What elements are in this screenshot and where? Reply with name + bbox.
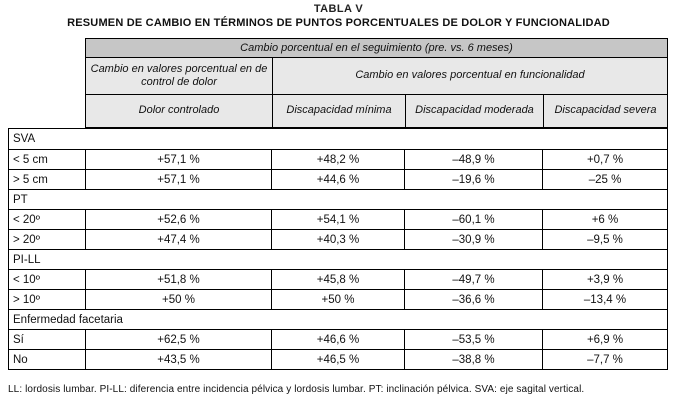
header-band-groups: Cambio en valores porcentual en de contr… (85, 58, 668, 95)
value-cell: –48,9 % (404, 150, 542, 169)
value-cell: +51,8 % (85, 270, 271, 289)
value-cell: –49,7 % (404, 270, 542, 289)
col-header-discapacidad-minima: Discapacidad mínima (272, 95, 405, 127)
section-row-enfermedad-facetaria: Enfermedad facetaria (9, 309, 667, 329)
section-row-pill: PI-LL (9, 249, 667, 269)
row-label: < 20º (13, 213, 40, 226)
table-footnote: LL: lordosis lumbar. PI-LL: diferencia e… (8, 384, 585, 395)
table-row: > 10º +50 % +50 % –36,6 % –13,4 % (9, 289, 667, 309)
value-cell: +62,5 % (85, 330, 271, 349)
table-row: < 10º +51,8 % +45,8 % –49,7 % +3,9 % (9, 269, 667, 289)
value-cell: –13,4 % (542, 290, 667, 309)
table-row: > 20º +47,4 % +40,3 % –30,9 % –9,5 % (9, 229, 667, 249)
table-row: > 5 cm +57,1 % +44,6 % –19,6 % –25 % (9, 169, 667, 189)
value-cell: +50 % (85, 290, 271, 309)
value-cell: +40,3 % (271, 230, 404, 249)
table-row: < 5 cm +57,1 % +48,2 % –48,9 % +0,7 % (9, 149, 667, 169)
value-cell: +47,4 % (85, 230, 271, 249)
table-header: Cambio porcentual en el seguimiento (pre… (85, 38, 668, 128)
value-cell: –30,9 % (404, 230, 542, 249)
value-cell: –60,1 % (404, 210, 542, 229)
header-functionality: Cambio en valores porcentual en funciona… (272, 58, 667, 94)
header-pain-control: Cambio en valores porcentual en de contr… (90, 62, 268, 88)
header-band-columns: Dolor controlado Discapacidad mínima Dis… (85, 95, 668, 128)
row-label: > 10º (13, 293, 40, 306)
value-cell: +50 % (271, 290, 404, 309)
value-cell: –38,8 % (404, 350, 542, 369)
row-label: > 5 cm (13, 173, 48, 186)
value-cell: –25 % (542, 170, 667, 189)
value-cell: –53,5 % (404, 330, 542, 349)
value-cell: +6,9 % (542, 330, 667, 349)
value-cell: +44,6 % (271, 170, 404, 189)
value-cell: –36,6 % (404, 290, 542, 309)
col-header-discapacidad-severa: Discapacidad severa (543, 95, 667, 127)
section-row-pt: PT (9, 189, 667, 209)
value-cell: –19,6 % (404, 170, 542, 189)
value-cell: +48,2 % (271, 150, 404, 169)
row-label: Sí (13, 333, 24, 346)
value-cell: +3,9 % (542, 270, 667, 289)
value-cell: +46,6 % (271, 330, 404, 349)
table-title: RESUMEN DE CAMBIO EN TÉRMINOS DE PUNTOS … (67, 17, 610, 29)
table-row: No +43,5 % +46,5 % –38,8 % –7,7 % (9, 349, 667, 369)
value-cell: +0,7 % (542, 150, 667, 169)
row-label: < 10º (13, 273, 40, 286)
value-cell: +57,1 % (85, 170, 271, 189)
col-header-discapacidad-moderada: Discapacidad moderada (405, 95, 543, 127)
value-cell: +54,1 % (271, 210, 404, 229)
table-row: Sí +62,5 % +46,6 % –53,5 % +6,9 % (9, 329, 667, 349)
row-label: < 5 cm (13, 153, 48, 166)
header-band-followup: Cambio porcentual en el seguimiento (pre… (85, 38, 668, 58)
col-header-dolor-controlado: Dolor controlado (138, 104, 220, 117)
value-cell: –7,7 % (542, 350, 667, 369)
value-cell: +46,5 % (271, 350, 404, 369)
section-row-sva: SVA (13, 133, 36, 145)
value-cell: +45,8 % (271, 270, 404, 289)
title-block: TABLA V RESUMEN DE CAMBIO EN TÉRMINOS DE… (0, 3, 677, 29)
value-cell: –9,5 % (542, 230, 667, 249)
table-body: SVA < 5 cm +57,1 % +48,2 % –48,9 % +0,7 … (8, 128, 668, 370)
value-cell: +57,1 % (85, 150, 271, 169)
value-cell: +52,6 % (85, 210, 271, 229)
table-number: TABLA V (313, 3, 364, 15)
table-row: < 20º +52,6 % +54,1 % –60,1 % +6 % (9, 209, 667, 229)
row-label: No (13, 353, 28, 366)
value-cell: +6 % (542, 210, 667, 229)
value-cell: +43,5 % (85, 350, 271, 369)
row-label: > 20º (13, 233, 40, 246)
